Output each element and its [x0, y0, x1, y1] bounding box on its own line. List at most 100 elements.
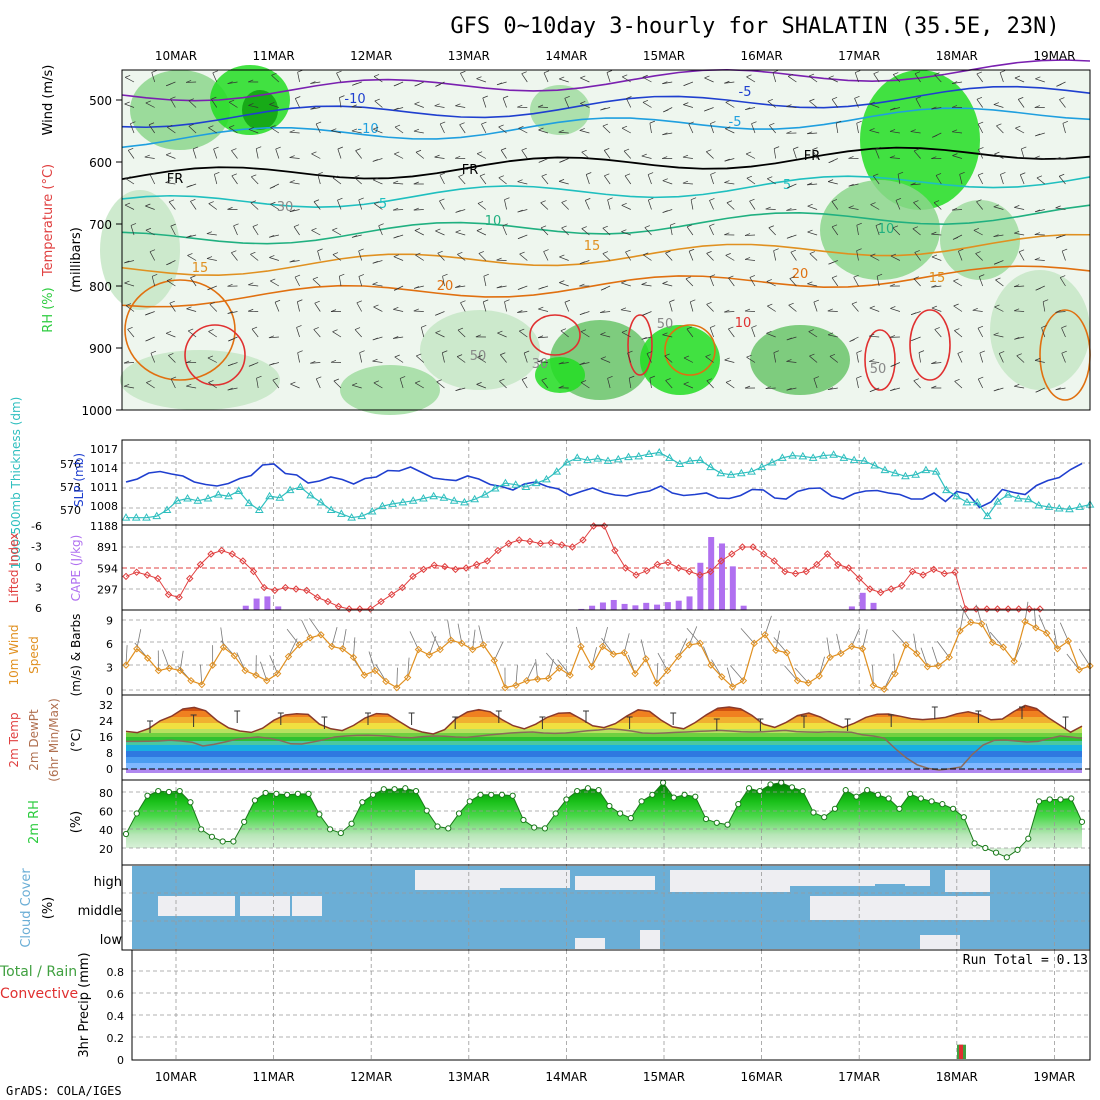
wind-barb-flag	[870, 202, 876, 205]
wind-barb-flag	[188, 98, 194, 102]
wind-barb-flag	[413, 308, 419, 312]
wind-barb	[628, 378, 632, 389]
wind-barb-flag	[190, 198, 196, 202]
wind-barb	[502, 225, 507, 236]
wind-barb	[270, 127, 280, 134]
lifted-index-marker	[207, 550, 215, 558]
wind-barb	[709, 327, 714, 338]
lifted-index-marker	[653, 560, 662, 569]
wind-barb	[146, 382, 155, 389]
wind-barb-flag	[664, 353, 670, 357]
cape-bar	[589, 605, 596, 610]
wind-barb	[331, 130, 342, 134]
wind-barb-flag	[294, 274, 301, 278]
wind-barb-flag	[807, 281, 813, 285]
cape-tick: 297	[97, 584, 118, 597]
wind-barb	[818, 656, 825, 677]
wind-barb-flag	[439, 198, 445, 202]
lifted-index-marker	[611, 546, 619, 555]
thickness-marker	[695, 455, 705, 464]
wind-barb	[1041, 327, 1046, 338]
rh-marker	[584, 785, 591, 792]
wind-barb	[664, 355, 673, 363]
wind-barb	[504, 199, 507, 210]
wind-barb-flag	[993, 388, 999, 392]
wind-barb	[1062, 123, 1066, 134]
wind-barb-flag	[665, 378, 671, 381]
wind-barb	[678, 638, 688, 657]
wind-barb	[124, 103, 135, 108]
wind-barb	[602, 227, 611, 236]
cloud-gap	[240, 896, 290, 916]
wind-barb-flag	[564, 299, 571, 303]
wind-barb	[519, 253, 528, 261]
wind-barb	[625, 251, 632, 261]
thickness-marker	[880, 465, 890, 474]
wind-barb-flag	[521, 377, 528, 380]
wind-speed-marker	[468, 645, 477, 654]
rh-marker	[1068, 795, 1075, 802]
thickness-marker	[1034, 500, 1044, 509]
wind-barb	[538, 361, 549, 363]
surface-contour	[124, 279, 236, 381]
wind-barb-flag	[481, 121, 487, 125]
wind-barb	[828, 77, 838, 83]
wind-barb	[310, 81, 321, 84]
wind-barb-flag	[704, 108, 710, 112]
rh-marker	[541, 825, 549, 832]
wind-barb	[540, 202, 549, 210]
wind-barb-flag	[870, 253, 876, 257]
wind-barb-flag	[1062, 121, 1069, 124]
wind-barb-flag	[413, 128, 420, 132]
wind-barb-flag	[1043, 299, 1049, 302]
wind-barb	[312, 278, 321, 287]
wind-barb-flag	[1013, 308, 1020, 312]
wind-barb-flag	[332, 252, 339, 255]
wind-barb	[497, 332, 507, 338]
wind-barb-flag	[931, 284, 937, 288]
slp-line	[125, 462, 1083, 509]
wind-barb	[976, 201, 983, 210]
wind-barb	[373, 306, 383, 312]
thickness-marker	[736, 468, 746, 477]
wind-barb-flag	[1055, 387, 1061, 391]
wind-barb-flag	[289, 129, 295, 133]
wind-speed-marker	[479, 641, 488, 649]
wind-barb	[248, 105, 259, 108]
wind-barb	[455, 231, 466, 236]
wind-barb-flag	[772, 70, 779, 73]
wind-barb	[959, 174, 963, 185]
wind-barb	[875, 225, 880, 236]
wind-barb-flag	[683, 355, 690, 359]
wind-barb-flag	[972, 307, 978, 311]
wind-barb	[915, 98, 921, 108]
wind-barb-flag	[786, 387, 792, 391]
wind-barb-flag	[455, 103, 461, 107]
wind-barb	[853, 277, 859, 287]
wind-barb	[208, 382, 217, 389]
wind-barb	[439, 174, 445, 185]
slp-tick: 1014	[90, 462, 118, 475]
rh-area	[126, 782, 1082, 858]
wind-speed-marker	[815, 672, 823, 680]
wind-barb	[434, 105, 445, 108]
wind-barb	[591, 647, 597, 667]
wind-barb	[161, 649, 170, 669]
wind-barb	[977, 328, 984, 338]
wind-tick: 0	[106, 685, 113, 698]
wind-axis-label-2: Speed	[27, 636, 41, 674]
wind-barb	[931, 307, 942, 312]
rh-marker	[1025, 835, 1032, 842]
wind-barb-flag	[975, 251, 981, 254]
wind-barb	[309, 618, 322, 636]
wind-barb	[603, 150, 611, 159]
wind-axis-label: Wind (m/s)	[41, 65, 56, 136]
wind-barb	[649, 378, 652, 389]
rh-marker	[509, 792, 516, 799]
date-label-bottom: 18MAR	[936, 1070, 978, 1084]
wind-barb-flag	[579, 261, 586, 265]
lifted-index-marker	[813, 560, 821, 569]
wind-speed-marker	[533, 675, 542, 683]
wind-barb	[168, 355, 176, 363]
wind-barb	[766, 332, 776, 338]
